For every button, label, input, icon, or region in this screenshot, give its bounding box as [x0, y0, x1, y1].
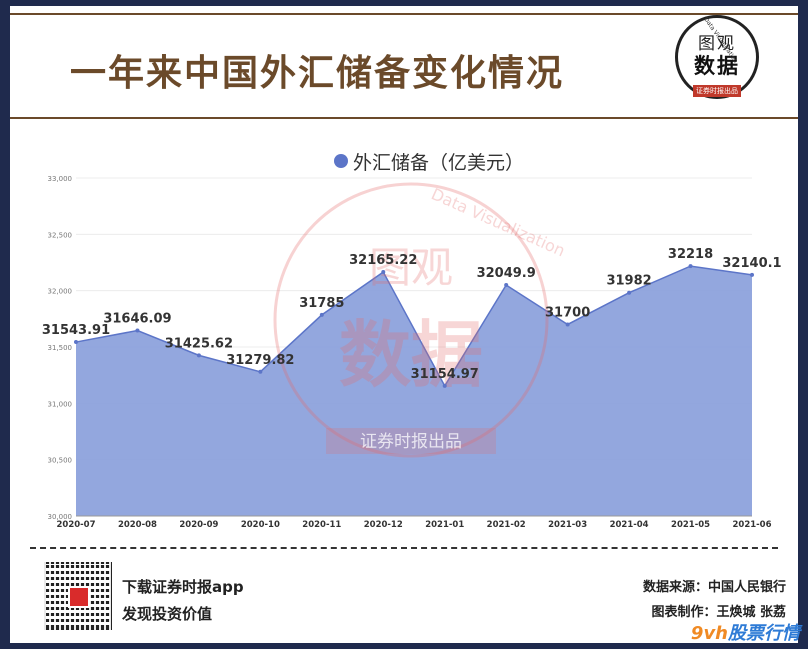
x-tick-label: 2020-07 [56, 520, 95, 530]
y-tick-label: 30,000 [48, 513, 73, 521]
data-point [688, 264, 693, 269]
data-point [750, 272, 754, 277]
logo-line2: 数据 [694, 54, 740, 78]
watermark-band-text: 证券时报出品 [360, 432, 462, 452]
y-tick-label: 33,000 [48, 175, 73, 183]
top-rule [10, 13, 798, 15]
y-tick-label: 31,000 [48, 400, 73, 408]
data-label: 31982 [606, 274, 651, 289]
data-point [381, 270, 386, 275]
data-point [258, 369, 263, 374]
data-point [196, 353, 201, 358]
corner-watermark-text: 股票行情 [728, 623, 800, 644]
legend-marker [334, 154, 348, 168]
data-label: 32165.22 [349, 253, 417, 268]
logo-line1: 图观 [698, 34, 736, 54]
data-point [74, 340, 78, 345]
data-label: 31425.62 [165, 336, 233, 351]
x-tick-label: 2020-11 [302, 520, 341, 530]
data-source: 数据来源：中国人民银行 [642, 580, 786, 595]
data-label: 31154.97 [411, 367, 479, 382]
page-title: 一年来中国外汇储备变化情况 [70, 53, 565, 94]
logo-tagline: 证券时报出品 [693, 85, 741, 97]
x-tick-label: 2021-05 [671, 520, 710, 530]
corner-watermark-num: 9vh [690, 623, 728, 644]
legend-label: 外汇储备（亿美元） [353, 152, 524, 174]
data-label: 31279.82 [226, 353, 294, 368]
promo-download: 下载证券时报app [122, 578, 244, 596]
data-label: 31785 [299, 296, 344, 311]
x-tick-label: 2021-06 [732, 520, 771, 530]
x-tick-label: 2020-09 [179, 520, 218, 530]
x-tick-label: 2021-01 [425, 520, 464, 530]
data-point [627, 290, 632, 295]
data-point [504, 283, 509, 288]
x-tick-label: 2020-12 [364, 520, 403, 530]
y-tick-label: 32,500 [48, 231, 73, 239]
y-tick-label: 32,000 [48, 288, 73, 296]
data-point [135, 328, 140, 333]
x-tick-label: 2021-03 [548, 520, 587, 530]
data-point [565, 322, 570, 327]
watermark-band [326, 428, 496, 454]
y-tick-label: 31,500 [48, 344, 73, 352]
data-label: 31646.09 [103, 312, 171, 327]
y-tick-label: 30,500 [48, 457, 73, 465]
x-tick-label: 2021-02 [487, 520, 526, 530]
data-label: 32049.9 [477, 266, 536, 281]
data-point [442, 383, 447, 388]
series-line [75, 265, 753, 388]
area-fill [76, 266, 752, 516]
brand-logo: 图观 数据 证券时报出品 Data Visualization [675, 15, 759, 99]
x-tick-label: 2020-10 [241, 520, 280, 530]
data-label: 32218 [668, 247, 713, 262]
watermark-ring [273, 182, 549, 458]
header-divider [10, 117, 798, 119]
corner-watermark: 9vh股票行情 [691, 619, 800, 645]
watermark-text-top: 图观 [369, 243, 453, 292]
data-point [319, 312, 324, 317]
data-label: 32140.1 [722, 256, 781, 271]
promo-slogan: 发现投资价值 [122, 605, 213, 623]
data-label: 31700 [545, 305, 590, 320]
footer-divider [30, 547, 778, 549]
data-label: 31543.91 [42, 323, 110, 338]
x-tick-label: 2021-04 [610, 520, 649, 530]
x-tick-label: 2020-08 [118, 520, 157, 530]
chart-credit: 图表制作：王焕城 张荔 [651, 605, 786, 620]
watermark-text-bottom: 数据 [339, 313, 483, 397]
area-chart: 外汇储备（亿美元） 30,000 30,500 31,000 31,500 32,000 3… [42, 152, 782, 530]
qr-logo-icon [68, 586, 90, 608]
